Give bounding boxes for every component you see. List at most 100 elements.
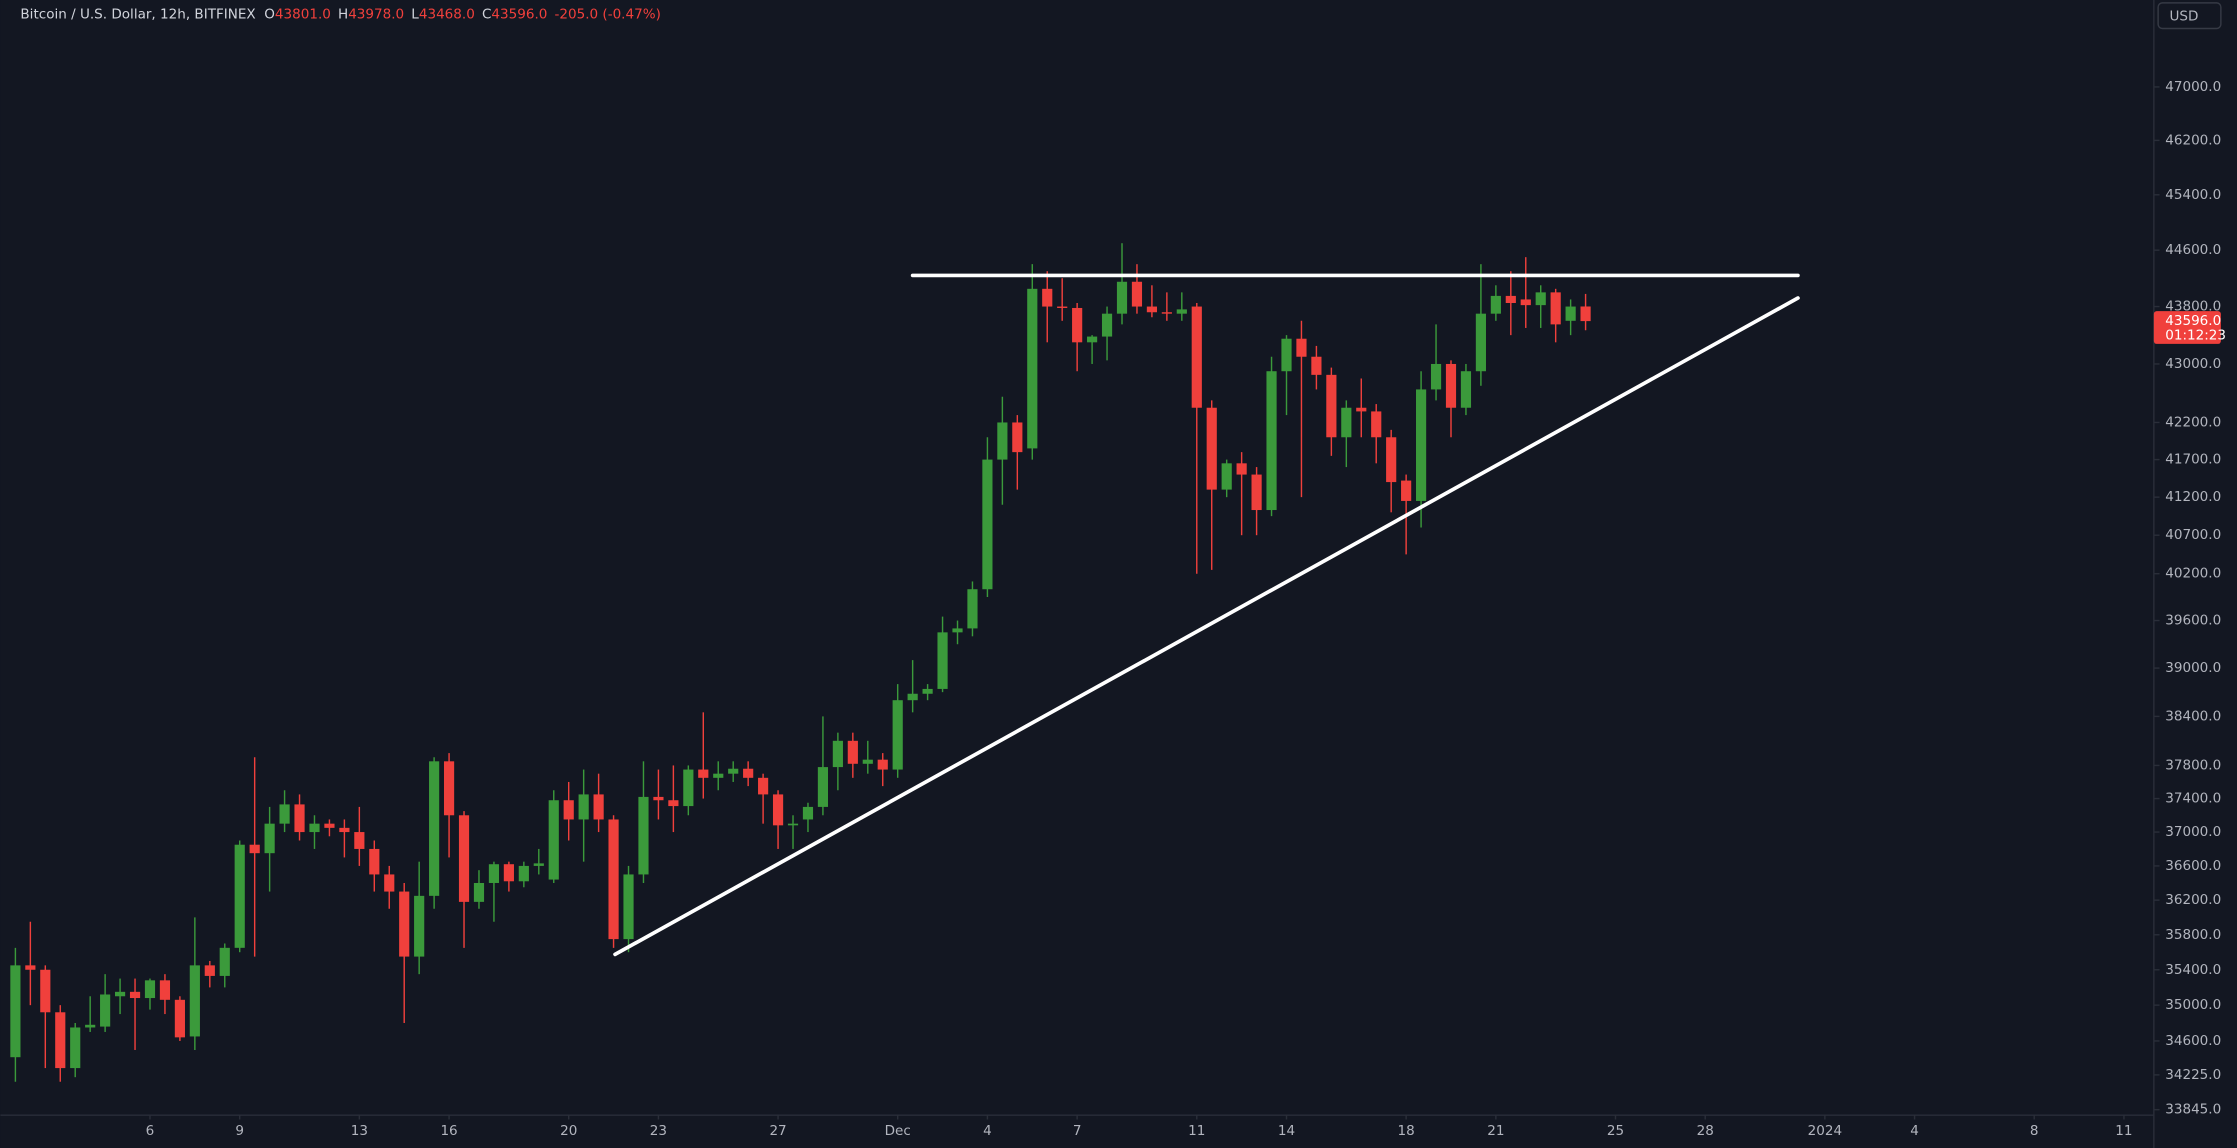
candle-body bbox=[668, 800, 679, 807]
candle-body bbox=[593, 794, 604, 820]
x-tick-label: 7 bbox=[1073, 1123, 1082, 1139]
candle-body bbox=[1206, 407, 1217, 490]
candle-body bbox=[1565, 306, 1576, 321]
candle-body bbox=[55, 1012, 66, 1069]
candle-body bbox=[249, 844, 260, 854]
candle-body bbox=[713, 773, 724, 778]
x-tick-label: 6 bbox=[146, 1123, 155, 1139]
candle-body bbox=[174, 999, 185, 1038]
candle-body bbox=[70, 1027, 81, 1069]
candle-body bbox=[1101, 313, 1113, 337]
candle-body bbox=[1281, 338, 1292, 372]
y-tick-label: 33845.0 bbox=[2165, 1102, 2221, 1118]
candle-body bbox=[1505, 295, 1516, 303]
x-tick-label: 28 bbox=[1697, 1123, 1714, 1139]
candle-body bbox=[384, 874, 395, 892]
candle-body bbox=[772, 794, 784, 826]
y-tick-label: 43000.0 bbox=[2165, 356, 2221, 372]
ohlc-value: 43978.0 bbox=[348, 6, 404, 22]
y-tick-label: 37400.0 bbox=[2165, 791, 2221, 807]
candle-body bbox=[892, 700, 903, 770]
candle-body bbox=[1430, 363, 1442, 390]
candle-body bbox=[369, 848, 380, 875]
ohlc-value: 43468.0 bbox=[419, 6, 475, 22]
candle-body bbox=[1146, 306, 1157, 313]
candle-body bbox=[1475, 313, 1486, 372]
candle-body bbox=[354, 832, 365, 849]
candle-body bbox=[758, 777, 769, 795]
y-tick-label: 35800.0 bbox=[2165, 927, 2221, 943]
y-tick-label: 39000.0 bbox=[2165, 660, 2221, 676]
candle-body bbox=[1087, 336, 1098, 343]
candle-body bbox=[1550, 292, 1561, 325]
candle-body bbox=[1116, 281, 1128, 314]
candle-body bbox=[967, 589, 978, 629]
candle-body bbox=[1236, 463, 1247, 475]
candle-body bbox=[339, 827, 350, 833]
candle-body bbox=[1445, 363, 1457, 408]
x-tick-label: 13 bbox=[351, 1123, 368, 1139]
y-tick-label: 42200.0 bbox=[2165, 414, 2221, 430]
trend-line bbox=[613, 296, 1800, 957]
candle-body bbox=[234, 844, 245, 948]
x-tick-label: Dec bbox=[885, 1123, 911, 1139]
y-tick-label: 46200.0 bbox=[2165, 132, 2221, 148]
y-tick-label: 47000.0 bbox=[2165, 79, 2221, 95]
x-tick-label: 16 bbox=[440, 1123, 457, 1139]
candle-body bbox=[458, 815, 470, 902]
y-tick-label: 44600.0 bbox=[2165, 242, 2221, 258]
x-tick-label: 9 bbox=[235, 1123, 244, 1139]
candle-body bbox=[294, 804, 305, 833]
candle-body bbox=[952, 628, 963, 633]
candle-body bbox=[1221, 463, 1232, 490]
candle-body bbox=[40, 969, 51, 1013]
candle-body bbox=[698, 769, 709, 778]
y-tick-label: 39600.0 bbox=[2165, 613, 2221, 629]
candle-body bbox=[623, 874, 634, 940]
y-tick-label: 35000.0 bbox=[2165, 997, 2221, 1013]
candle-body bbox=[1012, 422, 1023, 453]
candle-body bbox=[982, 459, 993, 590]
candle-body bbox=[399, 891, 410, 957]
candle-body bbox=[997, 422, 1008, 460]
change-value: -205.0 (-0.47%) bbox=[555, 6, 661, 22]
candle-body bbox=[787, 823, 799, 826]
candle-body bbox=[114, 991, 126, 997]
candle-body bbox=[100, 994, 111, 1027]
candle-body bbox=[1266, 371, 1277, 511]
y-tick-label: 38400.0 bbox=[2165, 708, 2221, 724]
y-tick-label: 41700.0 bbox=[2165, 452, 2221, 468]
candle-body bbox=[1416, 389, 1427, 501]
candle-body bbox=[1131, 281, 1143, 307]
candle-body bbox=[817, 767, 829, 807]
candle-body bbox=[937, 632, 948, 689]
candle-body bbox=[1176, 309, 1187, 314]
y-tick-label: 40200.0 bbox=[2165, 566, 2221, 582]
candle-body bbox=[189, 965, 200, 1037]
y-tick-label: 36200.0 bbox=[2165, 892, 2221, 908]
candle-body bbox=[1401, 480, 1412, 501]
candle-body bbox=[1191, 306, 1202, 408]
x-tick-label: 4 bbox=[983, 1123, 992, 1139]
y-tick-label: 40700.0 bbox=[2165, 527, 2221, 543]
currency-button[interactable] bbox=[2157, 2, 2222, 30]
ohlc-value: 43596.0 bbox=[491, 6, 547, 22]
candle-body bbox=[1460, 371, 1472, 408]
x-tick-label: 14 bbox=[1278, 1123, 1295, 1139]
candle-body bbox=[488, 864, 500, 883]
x-tick-label: 8 bbox=[2030, 1123, 2039, 1139]
candle-body bbox=[1311, 356, 1322, 375]
candle-body bbox=[743, 768, 754, 778]
symbol-title: Bitcoin / U.S. Dollar, 12h, BITFINEX bbox=[20, 6, 255, 22]
candle-body bbox=[578, 794, 589, 820]
candle-body bbox=[518, 865, 529, 882]
candle-body bbox=[159, 980, 171, 1000]
candle-body bbox=[204, 965, 215, 976]
candle-body bbox=[563, 800, 574, 820]
candle-body bbox=[1296, 338, 1307, 357]
candle-body bbox=[25, 965, 36, 970]
candle-body bbox=[219, 947, 230, 976]
candle-body bbox=[1490, 295, 1501, 314]
currency-label[interactable]: USD bbox=[2170, 8, 2199, 24]
